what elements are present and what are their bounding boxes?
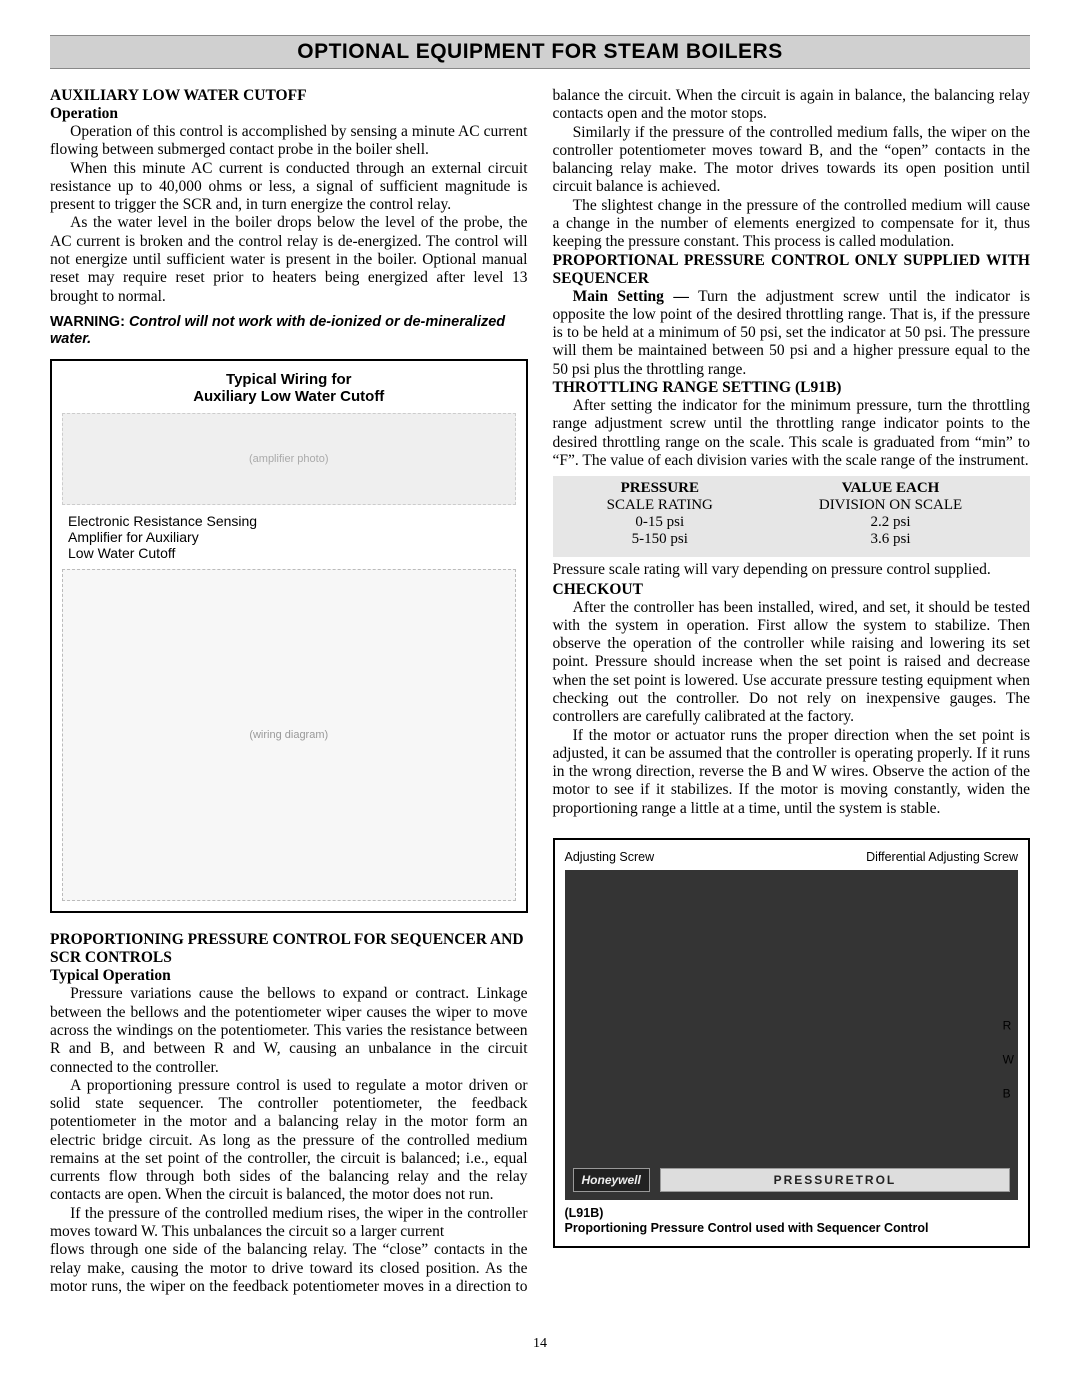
table-row: 5-150 psi 3.6 psi: [561, 531, 1023, 548]
subheading-operation: Operation: [50, 105, 528, 123]
figure2-model: (L91B): [565, 1206, 604, 1220]
paragraph: If the motor or actuator runs the proper…: [553, 727, 1031, 818]
pressuretrol-photo-stub: Honeywell PRESSURETROL: [565, 870, 1019, 1200]
paragraph: Similarly if the pressure of the control…: [553, 124, 1031, 197]
heading-proportional-sequencer: PROPORTIONAL PRESSURE CONTROL ONLY SUPPL…: [553, 252, 1031, 288]
heading-throttling-range: THROTTLING RANGE SETTING (L91B): [553, 379, 1031, 397]
heading-auxiliary-lwco: AUXILIARY LOW WATER CUTOFF: [50, 87, 528, 105]
table-head-pressure: PRESSURE SCALE RATING: [561, 480, 760, 514]
label-differential-screw: Differential Adjusting Screw: [866, 850, 1018, 864]
paragraph: When this minute AC current is conducted…: [50, 160, 528, 215]
paragraph: Operation of this control is accomplishe…: [50, 123, 528, 160]
heading-checkout: CHECKOUT: [553, 581, 1031, 599]
table-footnote: Pressure scale rating will vary dependin…: [553, 561, 1031, 579]
figure2-caption: Proportioning Pressure Control used with…: [565, 1221, 929, 1235]
paragraph: A proportioning pressure control is used…: [50, 1077, 528, 1205]
table-row: 0-15 psi 2.2 psi: [561, 514, 1023, 531]
paragraph: The slightest change in the pressure of …: [553, 197, 1031, 252]
wiring-diagram-stub: (wiring diagram): [62, 569, 516, 901]
figure-subcaption: Electronic Resistance Sensing Amplifier …: [68, 513, 516, 561]
subheading-typical-operation: Typical Operation: [50, 967, 528, 985]
paragraph: If the pressure of the controlled medium…: [50, 1205, 528, 1242]
warning-block: WARNING: Control will not work with de-i…: [50, 314, 528, 349]
figure-title: Typical Wiring for Auxiliary Low Water C…: [62, 371, 516, 406]
rwb-terminal-labels: R W B: [1003, 1018, 1014, 1100]
paragraph: Main Setting — Turn the adjustment screw…: [553, 288, 1031, 379]
label-adjusting-screw: Adjusting Screw: [565, 850, 655, 864]
section-banner: OPTIONAL EQUIPMENT FOR STEAM BOILERS: [50, 35, 1030, 69]
figure-pressuretrol-box: Adjusting Screw Differential Adjusting S…: [553, 838, 1031, 1248]
pressure-table-wrap: PRESSURE SCALE RATING VALUE EACH DIVISIO…: [553, 476, 1031, 557]
paragraph: Pressure variations cause the bellows to…: [50, 985, 528, 1076]
pressure-table: PRESSURE SCALE RATING VALUE EACH DIVISIO…: [561, 480, 1023, 549]
paragraph: After setting the indicator for the mini…: [553, 397, 1031, 470]
paragraph: After the controller has been installed,…: [553, 599, 1031, 727]
photo-stub-amplifier: (amplifier photo): [62, 413, 516, 505]
figure-wiring-box: Typical Wiring for Auxiliary Low Water C…: [50, 359, 528, 914]
table-head-value: VALUE EACH DIVISION ON SCALE: [759, 480, 1022, 514]
heading-proportioning-control: PROPORTIONING PRESSURE CONTROL FOR SEQUE…: [50, 931, 528, 967]
main-setting-lead: Main Setting —: [573, 288, 689, 305]
warning-label: WARNING:: [50, 314, 125, 330]
model-badge: PRESSURETROL: [660, 1168, 1010, 1192]
page-number: 14: [0, 1336, 1080, 1352]
brand-badge: Honeywell: [573, 1168, 650, 1192]
paragraph: As the water level in the boiler drops b…: [50, 214, 528, 305]
